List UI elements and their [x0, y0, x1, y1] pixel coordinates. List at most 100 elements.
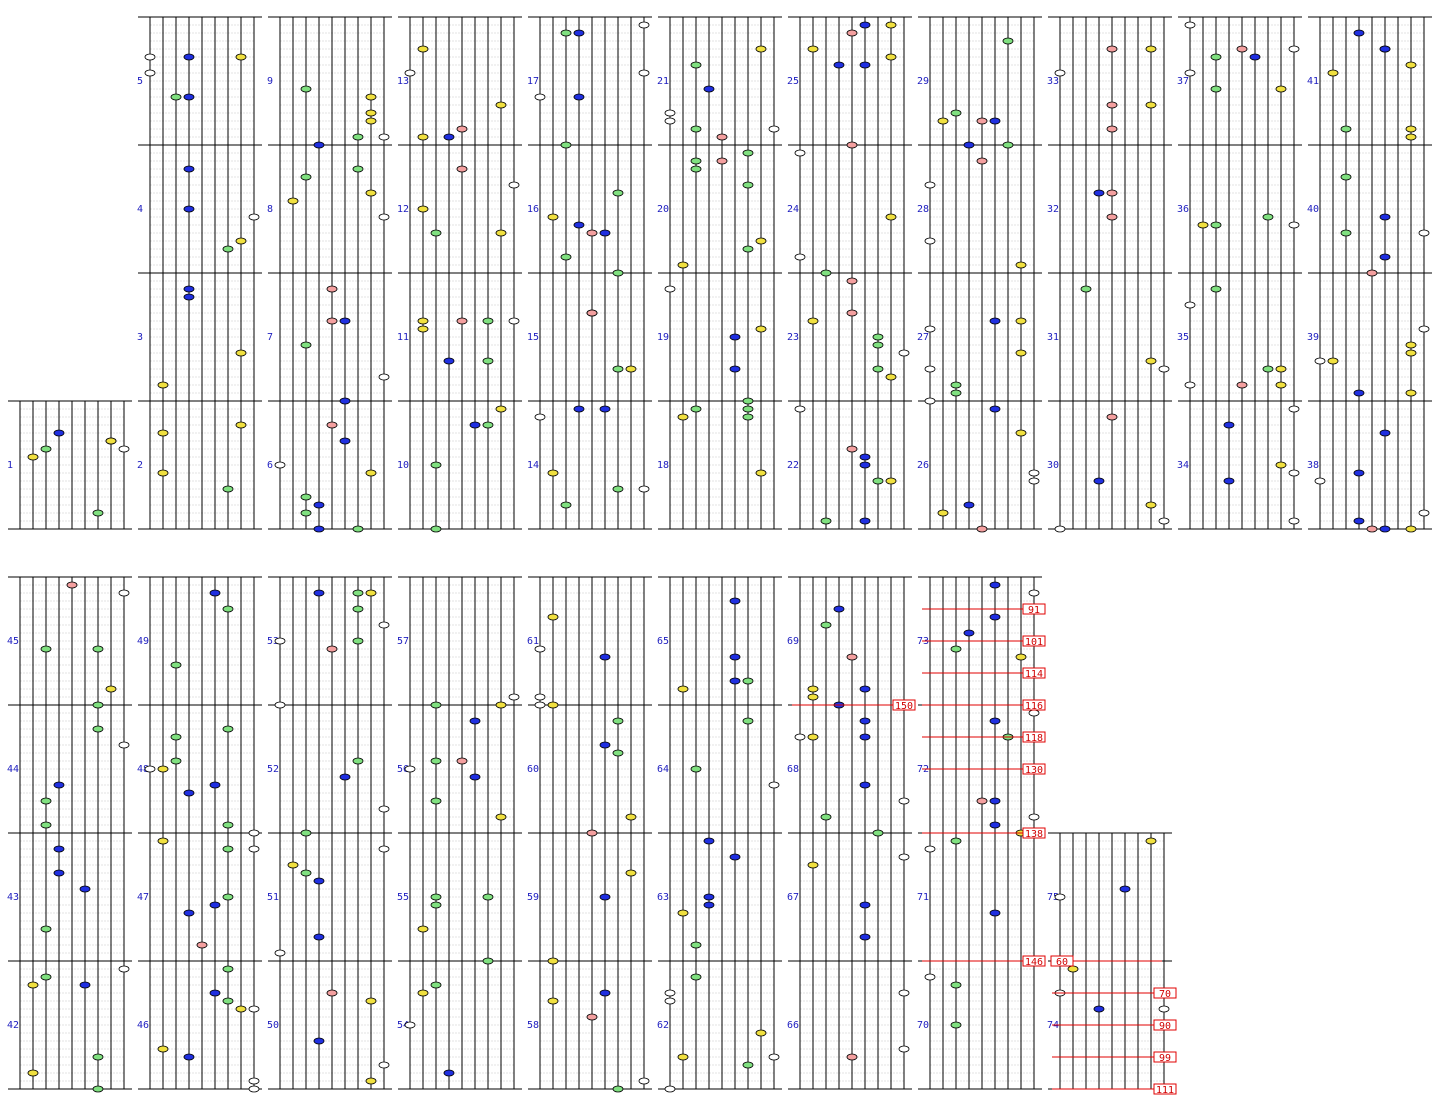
- note: [40, 821, 52, 829]
- note: [456, 757, 468, 765]
- note: [560, 29, 572, 37]
- note: [482, 421, 494, 429]
- note: [560, 141, 572, 149]
- note: [352, 165, 364, 173]
- note: [599, 741, 611, 749]
- note: [859, 453, 871, 461]
- note: [690, 61, 702, 69]
- measure-number: 48: [137, 764, 149, 775]
- note: [885, 21, 897, 29]
- note: [846, 1053, 858, 1061]
- note: [794, 405, 806, 413]
- note: [612, 749, 624, 757]
- measure-number: 16: [527, 204, 539, 215]
- note: [157, 837, 169, 845]
- note: [40, 925, 52, 933]
- tempo-box: [1022, 699, 1046, 711]
- note: [950, 981, 962, 989]
- note: [92, 725, 104, 733]
- note: [430, 981, 442, 989]
- note: [794, 253, 806, 261]
- note: [1236, 381, 1248, 389]
- note: [365, 1077, 377, 1085]
- note: [1405, 61, 1417, 69]
- tempo-label: 90: [1159, 1021, 1171, 1032]
- note: [248, 1005, 260, 1013]
- note: [1067, 965, 1079, 973]
- note: [898, 349, 910, 357]
- note: [755, 325, 767, 333]
- note: [1405, 133, 1417, 141]
- note: [1223, 477, 1235, 485]
- note: [417, 989, 429, 997]
- note: [872, 365, 884, 373]
- note: [625, 869, 637, 877]
- note: [248, 845, 260, 853]
- measure-number: 42: [7, 1020, 19, 1031]
- note: [105, 437, 117, 445]
- note: [404, 69, 416, 77]
- note: [859, 61, 871, 69]
- note: [222, 965, 234, 973]
- note: [469, 421, 481, 429]
- note: [1366, 269, 1378, 277]
- note: [1028, 469, 1040, 477]
- note: [534, 93, 546, 101]
- note: [677, 1053, 689, 1061]
- note: [170, 661, 182, 669]
- note: [209, 901, 221, 909]
- note: [1054, 525, 1066, 533]
- note: [1210, 85, 1222, 93]
- measure-number: 40: [1307, 204, 1319, 215]
- note: [1145, 101, 1157, 109]
- note: [989, 797, 1001, 805]
- measure-number: 14: [527, 460, 539, 471]
- note: [378, 373, 390, 381]
- note: [222, 245, 234, 253]
- note: [586, 829, 598, 837]
- note: [1288, 45, 1300, 53]
- note: [1145, 501, 1157, 509]
- note: [898, 853, 910, 861]
- note: [677, 413, 689, 421]
- note: [469, 717, 481, 725]
- note: [300, 173, 312, 181]
- note: [612, 365, 624, 373]
- measure-number: 4: [137, 204, 143, 215]
- measure-number: 27: [917, 332, 929, 343]
- note: [287, 197, 299, 205]
- note: [924, 237, 936, 245]
- note: [703, 901, 715, 909]
- note: [1340, 229, 1352, 237]
- note: [833, 605, 845, 613]
- note: [66, 581, 78, 589]
- note: [482, 317, 494, 325]
- note: [222, 485, 234, 493]
- measure-number: 11: [397, 332, 409, 343]
- note: [378, 805, 390, 813]
- tempo-box: [1022, 603, 1046, 615]
- note: [755, 1029, 767, 1037]
- note: [495, 101, 507, 109]
- note: [573, 93, 585, 101]
- note: [846, 29, 858, 37]
- note: [729, 853, 741, 861]
- note: [274, 949, 286, 957]
- note: [183, 285, 195, 293]
- note: [365, 589, 377, 597]
- note: [547, 469, 559, 477]
- note: [625, 813, 637, 821]
- note: [339, 437, 351, 445]
- note: [482, 893, 494, 901]
- note: [547, 701, 559, 709]
- note: [1093, 1005, 1105, 1013]
- note: [92, 509, 104, 517]
- note: [469, 773, 481, 781]
- note: [989, 581, 1001, 589]
- note: [1223, 421, 1235, 429]
- note: [677, 909, 689, 917]
- note: [27, 453, 39, 461]
- note: [560, 253, 572, 261]
- note: [248, 213, 260, 221]
- note: [950, 109, 962, 117]
